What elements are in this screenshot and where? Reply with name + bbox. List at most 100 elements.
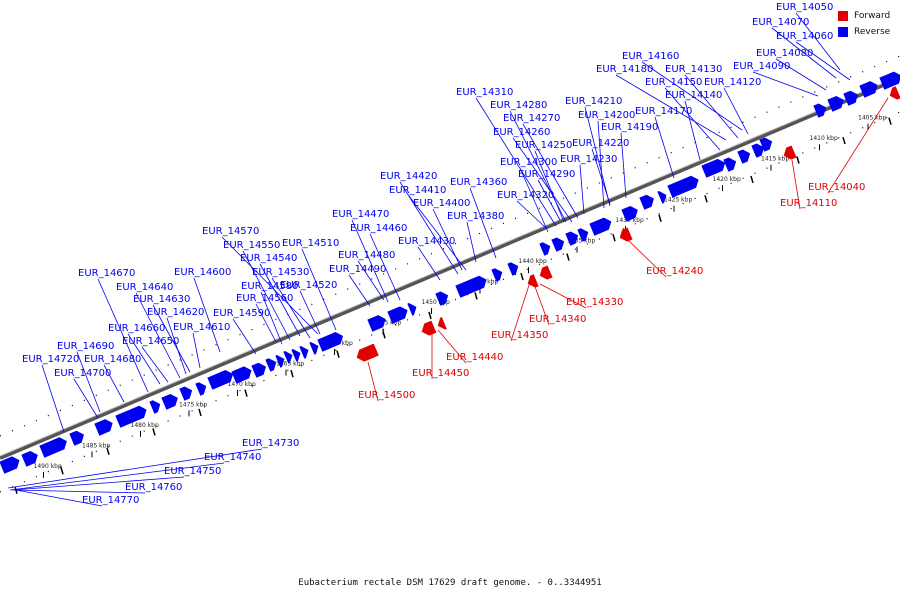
label-eur-14140-leader	[684, 100, 701, 161]
label-eur-14320: EUR_14320	[497, 190, 554, 201]
label-eur-14080: EUR_14080	[756, 48, 813, 59]
reverse-gene-glyph	[299, 346, 309, 359]
reverse-gene-glyph	[115, 405, 147, 428]
label-eur-14040-leader	[827, 97, 889, 194]
kbp-label: 1440 kbp	[519, 258, 547, 265]
label-eur-14340-leader	[533, 283, 550, 326]
genome-caption: Eubacterium rectale DSM 17629 draft geno…	[298, 578, 602, 588]
label-eur-14410: EUR_14410	[389, 185, 446, 196]
backbone-highlight	[0, 75, 900, 457]
label-eur-14730: EUR_14730	[242, 438, 299, 449]
reverse-gene-glyph	[589, 217, 612, 236]
label-eur-14580-leader	[260, 291, 283, 345]
label-eur-14640: EUR_14640	[116, 282, 173, 293]
dot-tick	[152, 428, 156, 436]
reverse-gene-glyph	[265, 358, 277, 372]
forward-gene-glyph	[437, 317, 447, 330]
label-eur-14630: EUR_14630	[133, 294, 190, 305]
label-eur-14520: EUR_14520	[280, 280, 337, 291]
dot-tick	[428, 311, 432, 320]
label-eur-14400-leader	[432, 208, 463, 271]
reverse-swatch	[838, 27, 848, 37]
label-eur-14720-leader	[41, 364, 65, 433]
genome-backbone	[0, 75, 900, 460]
reverse-gene-glyph	[161, 393, 178, 410]
reverse-gene-glyph	[387, 306, 408, 324]
label-eur-14500-leader	[367, 361, 379, 402]
label-eur-14250-leader	[534, 150, 565, 223]
reverse-gene-glyph	[737, 149, 751, 164]
reverse-gene-glyph	[827, 95, 844, 112]
label-eur-14330: EUR_14330	[566, 297, 623, 308]
kbp-label: 1465 kbp	[276, 360, 304, 367]
label-eur-14770: EUR_14770	[82, 495, 139, 506]
label-eur-14510-leader	[301, 248, 337, 331]
label-eur-14190-leader	[620, 132, 627, 199]
reverse-gene-glyph	[291, 349, 301, 362]
reverse-gene-glyph	[435, 291, 449, 306]
reverse-gene-glyph	[39, 437, 67, 458]
legend-forward-label: Forward	[854, 11, 891, 21]
label-eur-14190: EUR_14190	[601, 122, 658, 133]
label-eur-14270-leader	[522, 123, 579, 219]
label-eur-14430: EUR_14430	[398, 236, 455, 247]
label-eur-14240-leader	[627, 239, 667, 278]
dot-tick	[520, 272, 524, 281]
dot-tick	[474, 292, 478, 300]
label-eur-14380: EUR_14380	[447, 211, 504, 222]
legend-forward: Forward	[838, 8, 900, 24]
label-eur-14150: EUR_14150	[645, 77, 702, 88]
reverse-gene-glyph	[179, 386, 193, 401]
label-eur-14060: EUR_14060	[776, 31, 833, 42]
kbp-label: 1420 kbp	[713, 176, 741, 183]
label-eur-14170: EUR_14170	[635, 106, 692, 117]
label-eur-14210-leader	[584, 106, 611, 207]
label-eur-14240: EUR_14240	[646, 266, 703, 277]
label-eur-14110: EUR_14110	[780, 198, 837, 209]
label-eur-14420: EUR_14420	[380, 171, 437, 182]
label-eur-14690: EUR_14690	[57, 341, 114, 352]
dot-tick	[658, 214, 662, 222]
label-eur-14050-leader	[795, 12, 841, 71]
label-eur-14470: EUR_14470	[332, 209, 389, 220]
label-eur-14360: EUR_14360	[450, 177, 507, 188]
reverse-gene-glyph	[879, 71, 900, 90]
label-eur-14170-leader	[654, 116, 675, 179]
label-eur-14090-leader	[752, 71, 819, 97]
label-eur-14270: EUR_14270	[503, 113, 560, 124]
label-eur-14490: EUR_14490	[329, 264, 386, 275]
reverse-gene-glyph	[491, 268, 503, 282]
label-eur-14400: EUR_14400	[413, 198, 470, 209]
label-eur-14360-leader	[469, 187, 497, 259]
label-eur-14750-leader	[11, 476, 185, 491]
label-eur-14280: EUR_14280	[490, 100, 547, 111]
label-eur-14700-leader	[73, 378, 99, 419]
forward-gene-glyph	[421, 320, 437, 336]
reverse-gene-glyph	[565, 231, 579, 246]
kbp-label: 1490 kbp	[34, 463, 62, 470]
label-eur-14740-leader	[9, 462, 225, 491]
label-eur-14630-leader	[152, 304, 191, 373]
label-eur-14350: EUR_14350	[491, 330, 548, 341]
label-eur-14300-leader	[519, 167, 549, 233]
dot-tick	[106, 447, 110, 456]
reverse-gene-glyph	[639, 194, 654, 210]
reverse-gene-glyph	[859, 81, 878, 98]
label-eur-14140: EUR_14140	[665, 90, 722, 101]
label-eur-14220-leader	[591, 148, 611, 205]
label-eur-14680-leader	[103, 364, 125, 403]
reverse-gene-glyph	[551, 237, 565, 252]
label-eur-14600-leader	[193, 277, 221, 353]
label-eur-14380-leader	[466, 221, 477, 263]
legend: Forward Reverse	[838, 8, 900, 40]
label-eur-14070: EUR_14070	[752, 17, 809, 28]
label-eur-14690-leader	[76, 351, 101, 413]
reverse-gene-glyph	[149, 400, 161, 414]
label-eur-14260: EUR_14260	[493, 127, 550, 138]
label-eur-14120: EUR_14120	[704, 77, 761, 88]
label-eur-14650: EUR_14650	[122, 336, 179, 347]
label-eur-14120-leader	[723, 87, 749, 135]
label-eur-14550-leader	[242, 250, 291, 341]
label-eur-14290-leader	[537, 179, 561, 221]
label-eur-14610: EUR_14610	[173, 322, 230, 333]
